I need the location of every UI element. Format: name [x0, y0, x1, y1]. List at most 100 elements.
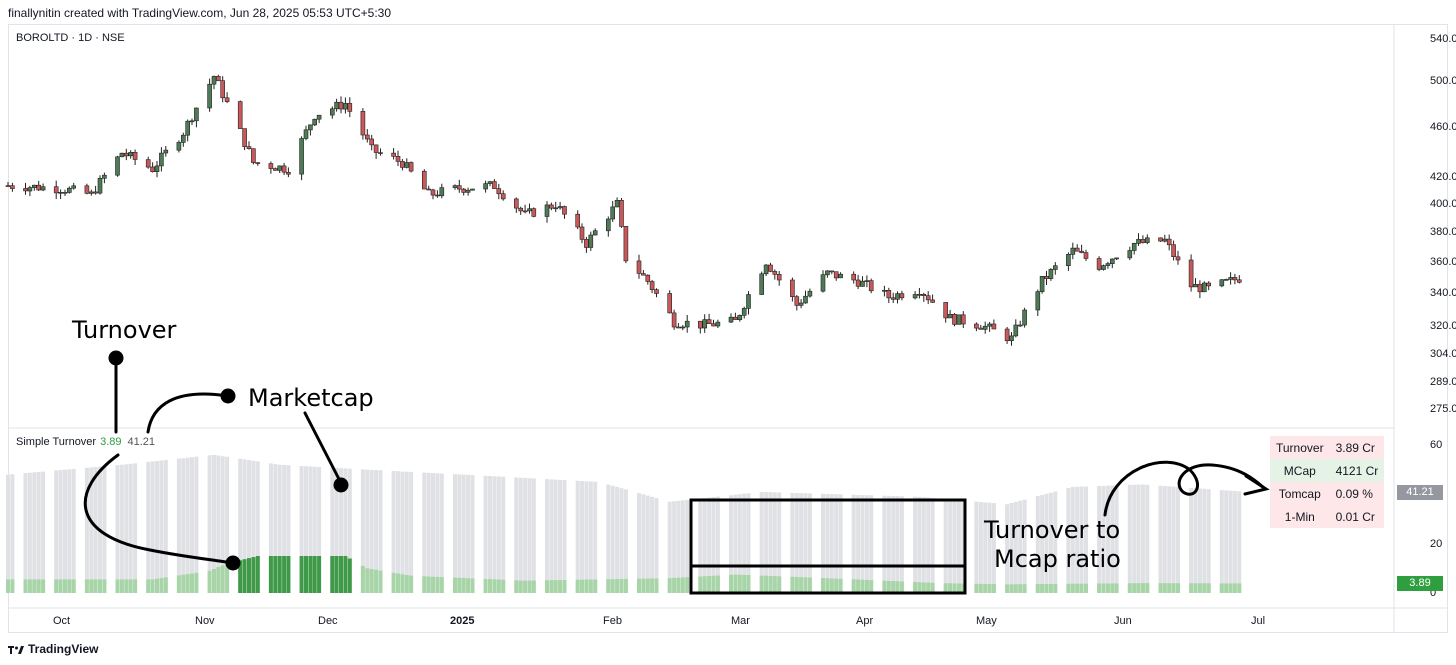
mcap-bar	[150, 461, 155, 593]
mcap-bar	[1197, 488, 1202, 593]
mcap-bar	[588, 481, 593, 593]
candle-up	[588, 234, 594, 248]
candle-down	[1171, 244, 1176, 257]
turnover-bar	[978, 583, 983, 593]
candle-down	[1083, 252, 1089, 259]
candle-up	[97, 178, 103, 194]
mcap-bar	[1048, 492, 1053, 593]
candle-down	[886, 289, 892, 299]
mcap-bar	[711, 497, 716, 593]
stats-row: Turnover 3.89 Cr	[1270, 436, 1385, 459]
turnover-bar	[470, 578, 475, 593]
mcap-bar	[856, 494, 861, 593]
turnover-bar	[190, 573, 194, 593]
candle-up	[557, 206, 563, 209]
mcap-last-value-tag: 41.21	[1397, 485, 1443, 500]
candle-down	[513, 198, 519, 209]
mcap-bar	[952, 499, 957, 593]
mcap-bar	[461, 474, 466, 593]
candle-up	[1127, 250, 1133, 259]
candle-down	[1166, 238, 1172, 246]
candle-up	[67, 187, 72, 193]
candle-up	[211, 76, 217, 85]
turnover-bar	[715, 575, 720, 593]
candle-up	[605, 218, 611, 232]
mcap-bar	[637, 493, 641, 593]
candle-down	[286, 172, 291, 175]
candle-up	[527, 208, 532, 212]
mcap-bar	[895, 496, 900, 593]
candle-up	[334, 101, 339, 110]
mcap-bar	[1070, 486, 1075, 593]
mcap-bar	[339, 468, 343, 593]
candle-down	[562, 206, 567, 215]
annotation-arrows	[83, 350, 1270, 571]
candle-down	[378, 152, 383, 154]
turnover-bar	[247, 558, 251, 593]
indicator-tick-label: 60	[1430, 439, 1443, 451]
turnover-bar	[461, 578, 466, 593]
turnover-bar	[155, 578, 159, 593]
mcap-bar	[277, 464, 282, 593]
turnover-bar	[711, 575, 716, 593]
mcap-bar	[1145, 484, 1150, 593]
candle-up	[1162, 238, 1168, 242]
turnover-bar	[360, 565, 365, 593]
mcap-bar	[374, 470, 379, 593]
time-tick-label: May	[976, 615, 997, 627]
turnover-bar	[1202, 583, 1207, 593]
candle-down	[461, 188, 467, 193]
mcap-bar	[851, 494, 856, 593]
candle-up	[746, 294, 751, 309]
turnover-bar	[41, 579, 46, 593]
candle-up	[58, 192, 63, 194]
candle-down	[697, 320, 703, 329]
turnover-bar	[615, 579, 620, 593]
mcap-bar	[672, 501, 677, 593]
turnover-bar	[1009, 584, 1014, 593]
turnover-bar	[580, 579, 584, 593]
candle-up	[308, 124, 313, 131]
mcap-bar	[615, 486, 620, 593]
mcap-bar	[365, 469, 370, 593]
mcap-bar	[654, 498, 659, 593]
turnover-bar	[1097, 583, 1102, 593]
candle-down	[255, 162, 261, 164]
turnover-bar	[439, 577, 444, 593]
candle-down	[1004, 328, 1010, 341]
candle-up	[763, 264, 769, 275]
marketcap-pointer-curve	[146, 392, 230, 434]
mcap-bar	[312, 466, 317, 593]
mcap-bar	[67, 469, 72, 593]
tradingview-brand-text: TradingView	[28, 642, 99, 656]
mcap-bar	[1040, 495, 1045, 593]
mcap-bar	[317, 467, 322, 593]
mcap-bar	[422, 472, 427, 593]
candle-up	[1022, 309, 1027, 326]
candle-up	[917, 293, 922, 296]
price-tick-label: 360.00	[1430, 256, 1456, 268]
turnover-bar	[702, 576, 707, 593]
mcap-bar	[409, 471, 414, 593]
mcap-bar	[650, 496, 655, 593]
candle-up	[299, 138, 304, 175]
candle-up	[864, 280, 870, 282]
turnover-bar	[869, 580, 874, 593]
mcap-bar	[1079, 486, 1084, 593]
turnover-bar	[514, 580, 519, 593]
turnover-bar	[1110, 583, 1115, 593]
candle-down	[776, 273, 782, 281]
mcap-bar	[698, 498, 703, 593]
candle-down	[667, 293, 673, 314]
candle-down	[220, 80, 225, 99]
mcap-bar	[220, 456, 225, 593]
turnover-bar	[834, 578, 839, 593]
candle-down	[711, 323, 716, 327]
mcap-bar	[921, 497, 926, 593]
turnover-bar	[987, 584, 992, 593]
indicator-tick-label: 20	[1430, 538, 1443, 550]
candle-down	[579, 226, 585, 240]
turnover-bar	[1040, 584, 1045, 593]
candle-down	[268, 163, 274, 169]
candle-down	[150, 166, 155, 172]
